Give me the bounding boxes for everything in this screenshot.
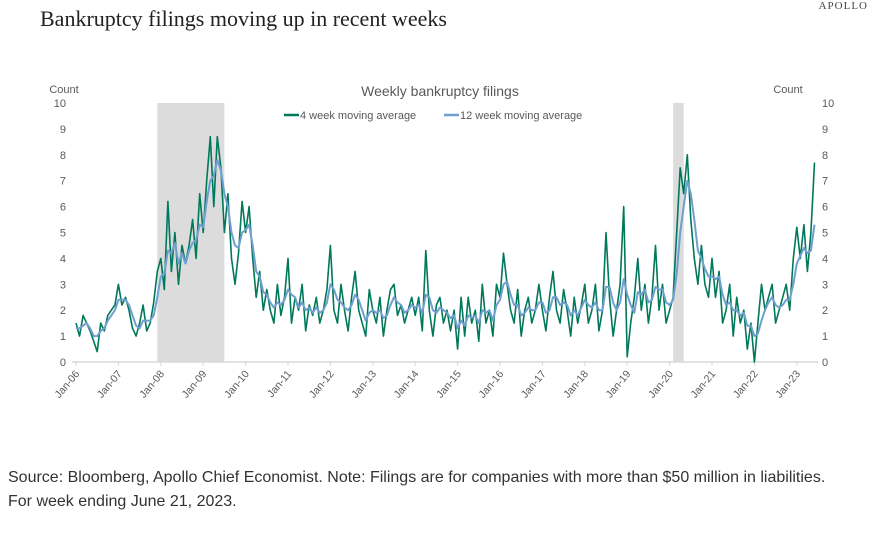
x-tick-label: Jan-07 (95, 368, 125, 400)
legend-label-4wk: 4 week moving average (300, 110, 416, 122)
x-tick-label: Jan-19 (604, 368, 634, 400)
page-title: Bankruptcy filings moving up in recent w… (40, 6, 447, 31)
legend: 4 week moving average 12 week moving ave… (284, 110, 582, 122)
y-axis-label-right: Count (773, 84, 802, 96)
y-tick-label-right: 0 (822, 357, 828, 369)
y-tick-label-right: 3 (822, 279, 828, 291)
brand-logo: APOLLO (818, 0, 868, 12)
x-tick-label: Jan-08 (137, 368, 167, 400)
x-tick-label: Jan-21 (688, 368, 718, 400)
y-tick-label-right: 1 (822, 331, 828, 343)
recession-bands (157, 103, 684, 362)
x-tick-label: Jan-12 (307, 368, 337, 400)
x-tick-label: Jan-14 (392, 368, 422, 400)
chart-title: Weekly bankruptcy filings (361, 83, 519, 99)
y-tick-label-right: 9 (822, 124, 828, 136)
x-tick-label: Jan-11 (265, 368, 294, 400)
x-tick-label: Jan-09 (180, 368, 210, 400)
series-line-12wk (76, 159, 816, 338)
x-tick-label: Jan-13 (349, 368, 379, 400)
recession-band (673, 103, 684, 362)
series-line-4wk (75, 135, 816, 363)
y-tick-label-left: 2 (60, 305, 66, 317)
bankruptcy-chart: Weekly bankruptcy filings Count Count 4 … (49, 83, 834, 401)
y-tick-label-left: 5 (60, 228, 66, 240)
y-tick-label-left: 1 (60, 331, 66, 343)
y-tick-label-left: 3 (60, 279, 66, 291)
y-tick-label-left: 4 (60, 253, 66, 265)
x-tick-label: Jan-20 (646, 368, 676, 400)
y-tick-label-right: 8 (822, 150, 828, 162)
x-tick-label: Jan-10 (222, 368, 252, 400)
y-tick-label-right: 6 (822, 202, 828, 214)
y-tick-label-left: 10 (54, 98, 66, 110)
x-tick-label: Jan-22 (731, 368, 761, 400)
y-tick-label-right: 10 (822, 98, 834, 110)
y-tick-label-right: 2 (822, 305, 828, 317)
y-tick-label-left: 8 (60, 150, 66, 162)
x-tick-label: Jan-06 (52, 368, 82, 400)
x-tick-label: Jan-16 (476, 368, 506, 400)
y-tick-label-left: 7 (60, 176, 66, 188)
x-tick-label: Jan-17 (519, 368, 549, 400)
y-tick-label-left: 0 (60, 357, 66, 369)
y-tick-label-right: 5 (822, 228, 828, 240)
legend-label-12wk: 12 week moving average (460, 110, 582, 122)
x-tick-label: Jan-23 (773, 368, 803, 400)
y-tick-label-left: 9 (60, 124, 66, 136)
y-axis-label-left: Count (49, 84, 78, 96)
source-note: Source: Bloomberg, Apollo Chief Economis… (8, 469, 826, 510)
x-tick-label: Jan-15 (434, 368, 464, 400)
y-tick-label-right: 7 (822, 176, 828, 188)
x-tick-label: Jan-18 (561, 368, 591, 400)
y-tick-label-right: 4 (822, 253, 828, 265)
y-tick-label-left: 6 (60, 202, 66, 214)
